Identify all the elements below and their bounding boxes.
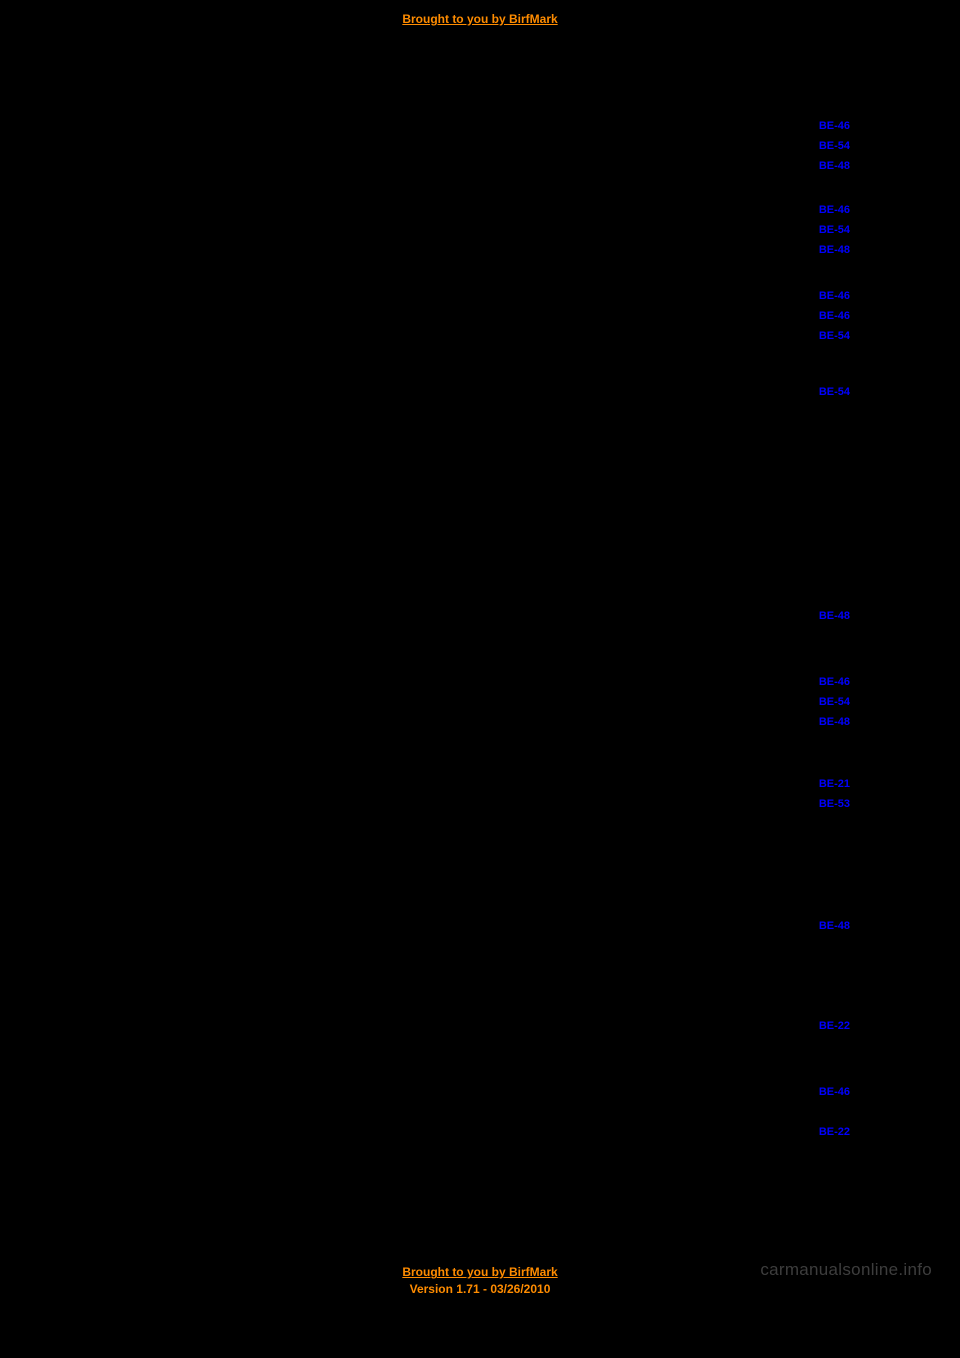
toc-entry[interactable]: BE-48 [819,160,850,172]
toc-entry[interactable]: BE-53 [819,798,850,810]
toc-entry[interactable]: BE-48 [819,920,850,932]
toc-entry[interactable]: BE-54 [819,224,850,236]
toc-entry[interactable]: BE-46 [819,120,850,132]
watermark: carmanualsonline.info [760,1260,932,1280]
toc-entry[interactable]: BE-48 [819,244,850,256]
toc-entry[interactable]: BE-46 [819,676,850,688]
toc-entry[interactable]: BE-54 [819,330,850,342]
toc-entry[interactable]: BE-22 [819,1126,850,1138]
footer-version: Version 1.71 - 03/26/2010 [0,1281,960,1298]
header-link[interactable]: Brought to you by BirfMark [0,12,960,26]
toc-entry[interactable]: BE-48 [819,610,850,622]
toc-entry[interactable]: BE-21 [819,778,850,790]
toc-entry[interactable]: BE-22 [819,1020,850,1032]
toc-entry[interactable]: BE-46 [819,1086,850,1098]
toc-entry[interactable]: BE-54 [819,386,850,398]
toc-entry[interactable]: BE-54 [819,696,850,708]
toc-entry[interactable]: BE-46 [819,204,850,216]
toc-entry[interactable]: BE-46 [819,310,850,322]
toc-entry[interactable]: BE-48 [819,716,850,728]
toc-entry[interactable]: BE-46 [819,290,850,302]
toc-entry[interactable]: BE-54 [819,140,850,152]
